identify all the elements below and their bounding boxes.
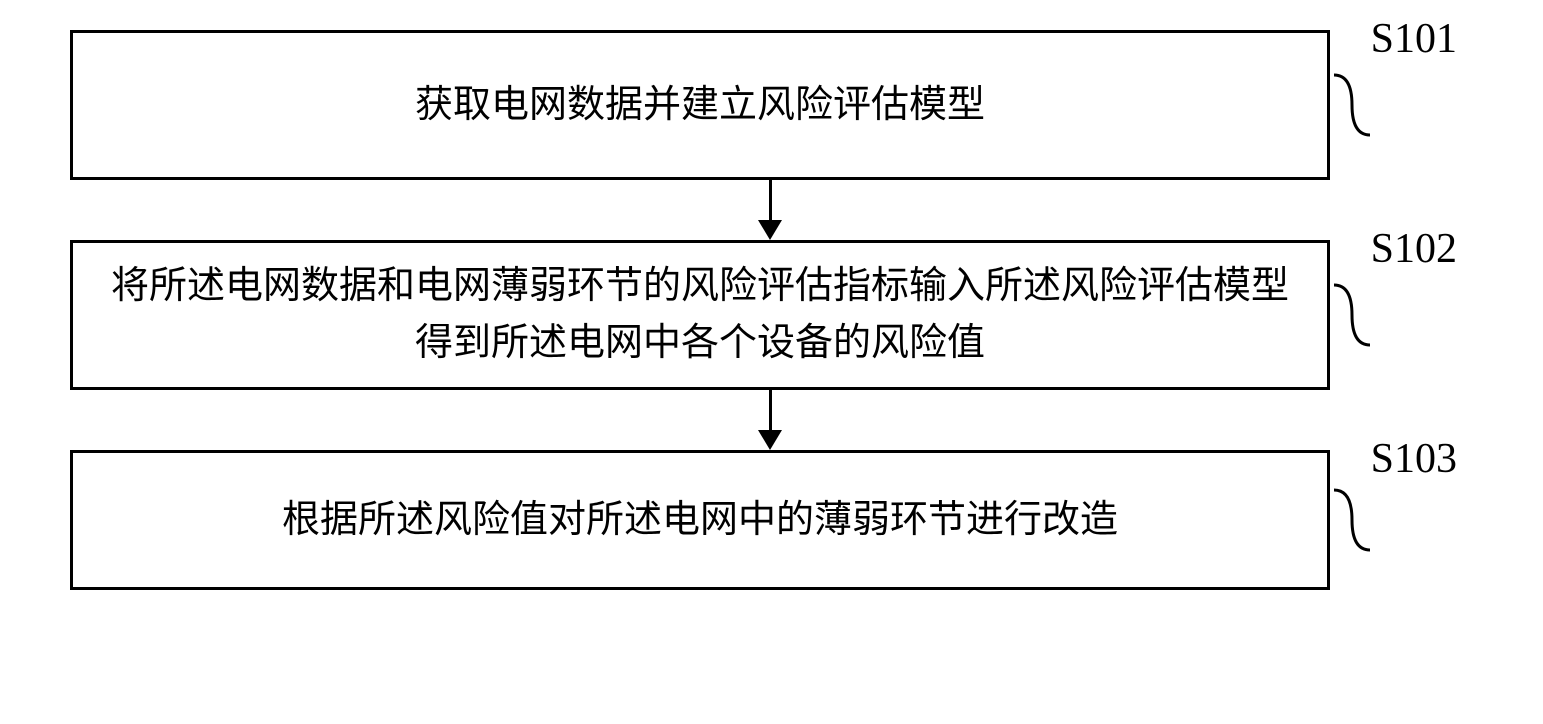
step-box-s101: 获取电网数据并建立风险评估模型 S101 xyxy=(70,30,1330,180)
step-label: S103 xyxy=(1371,428,1457,491)
step-label: S101 xyxy=(1371,8,1457,71)
step-box-s103: 根据所述风险值对所述电网中的薄弱环节进行改造 S103 xyxy=(70,450,1330,590)
step-label: S102 xyxy=(1371,218,1457,281)
arrow-s101-s102 xyxy=(70,180,1470,240)
arrow-line xyxy=(769,180,772,220)
step-text: 获取电网数据并建立风险评估模型 xyxy=(415,77,985,134)
step-text: 根据所述风险值对所述电网中的薄弱环节进行改造 xyxy=(282,492,1118,549)
bracket-icon xyxy=(1332,280,1372,350)
arrow-head-icon xyxy=(758,220,782,240)
bracket-icon xyxy=(1332,485,1372,555)
bracket-icon xyxy=(1332,70,1372,140)
arrow-s102-s103 xyxy=(70,390,1470,450)
step-text: 将所述电网数据和电网薄弱环节的风险评估指标输入所述风险评估模型得到所述电网中各个… xyxy=(103,258,1297,372)
step-box-s102: 将所述电网数据和电网薄弱环节的风险评估指标输入所述风险评估模型得到所述电网中各个… xyxy=(70,240,1330,390)
flowchart-container: 获取电网数据并建立风险评估模型 S101 将所述电网数据和电网薄弱环节的风险评估… xyxy=(70,30,1470,590)
arrow-line xyxy=(769,390,772,430)
arrow-head-icon xyxy=(758,430,782,450)
